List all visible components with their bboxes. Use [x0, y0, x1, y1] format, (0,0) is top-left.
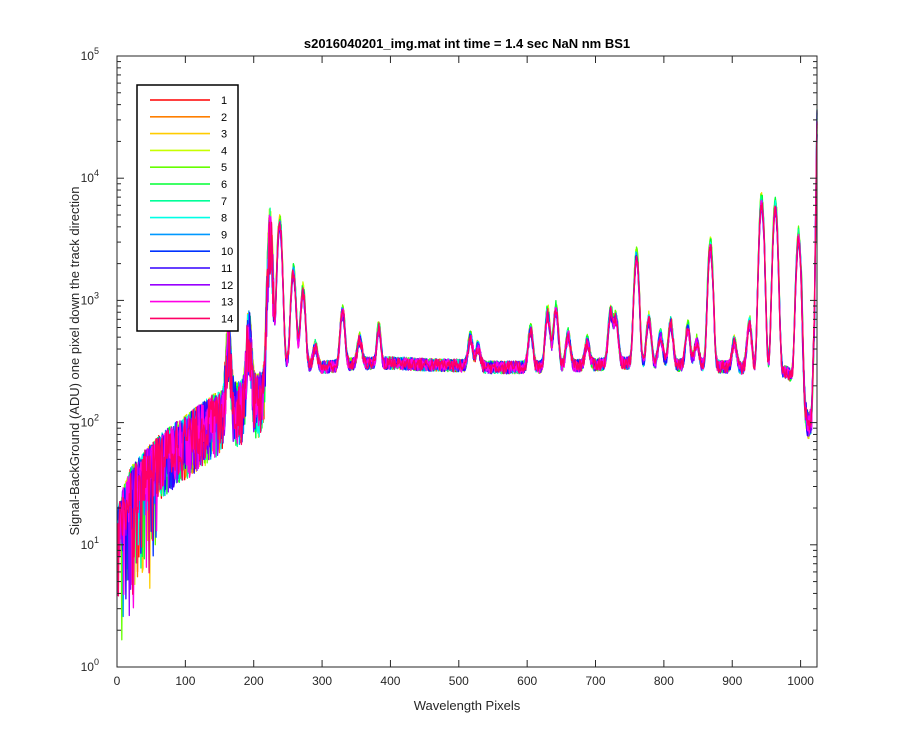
y-tick-label: 100 — [81, 657, 99, 674]
x-tick-label: 500 — [449, 674, 469, 688]
y-tick-exponent: 0 — [94, 657, 99, 667]
x-tick-label: 400 — [380, 674, 400, 688]
legend-label-6: 6 — [221, 179, 227, 191]
y-tick-exponent: 5 — [94, 46, 99, 56]
y-tick-base: 10 — [81, 660, 95, 674]
y-tick-exponent: 2 — [94, 413, 99, 423]
series-line-14 — [117, 123, 818, 597]
y-tick-base: 10 — [81, 171, 95, 185]
x-tick-label: 700 — [586, 674, 606, 688]
x-axis: 0 100 200 300 400 500 600 700 800 900 1000 — [114, 56, 814, 688]
x-tick-label: 0 — [114, 674, 121, 688]
legend-box — [136, 84, 239, 332]
y-tick-exponent: 4 — [94, 168, 99, 178]
legend-label-12: 12 — [221, 280, 233, 292]
legend-label-5: 5 — [221, 162, 227, 174]
legend-label-9: 9 — [221, 229, 227, 241]
legend-label-1: 1 — [221, 95, 227, 107]
y-tick-label: 105 — [81, 46, 99, 63]
legend-label-10: 10 — [221, 246, 233, 258]
y-axis-title: Signal-BackGround (ADU) one pixel down t… — [67, 186, 82, 535]
y-tick-label: 103 — [81, 290, 99, 307]
legend-label-2: 2 — [221, 112, 227, 124]
chart-title: s2016040201_img.mat int time = 1.4 sec N… — [304, 36, 630, 51]
y-tick-base: 10 — [81, 49, 95, 63]
y-tick-label: 104 — [81, 168, 99, 185]
x-tick-label: 800 — [654, 674, 674, 688]
x-tick-label: 600 — [517, 674, 537, 688]
x-tick-label: 1000 — [787, 674, 814, 688]
y-tick-label: 101 — [81, 535, 99, 552]
y-tick-base: 10 — [81, 293, 95, 307]
plot-frame — [116, 55, 818, 668]
y-tick-base: 10 — [81, 416, 95, 430]
x-axis-title: Wavelength Pixels — [414, 698, 521, 713]
legend-label-3: 3 — [221, 129, 227, 141]
legend-label-8: 8 — [221, 213, 227, 225]
legend-label-13: 13 — [221, 297, 233, 309]
y-tick-exponent: 1 — [94, 535, 99, 545]
y-tick-label: 102 — [81, 413, 99, 430]
x-tick-label: 200 — [244, 674, 264, 688]
x-tick-label: 900 — [722, 674, 742, 688]
y-tick-base: 10 — [81, 538, 95, 552]
series-lines — [117, 109, 818, 641]
legend-label-11: 11 — [221, 263, 232, 275]
y-tick-exponent: 3 — [94, 290, 99, 300]
x-tick-label: 100 — [175, 674, 195, 688]
legend-label-7: 7 — [221, 196, 227, 208]
legend-label-14: 14 — [221, 313, 233, 325]
legend-label-4: 4 — [221, 145, 227, 157]
x-tick-label: 300 — [312, 674, 332, 688]
